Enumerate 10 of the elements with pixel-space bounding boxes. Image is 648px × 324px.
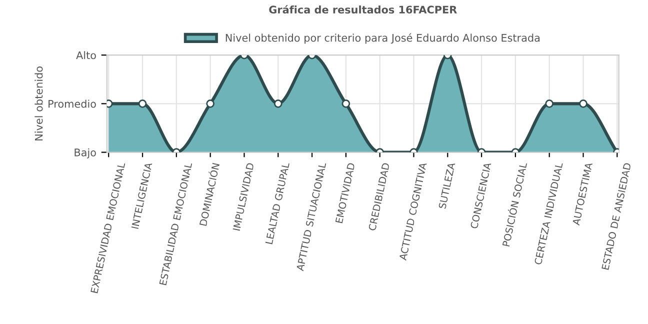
chart-title: Gráfica de resultados 16FACPER — [269, 5, 457, 14]
category-label: Bajo — [74, 148, 96, 158]
category-label: Alto — [76, 51, 96, 60]
x-tick-label: POSICIÓN SOCIAL — [500, 162, 528, 247]
category-label: Promedio — [48, 100, 96, 108]
x-tick-label: SUTILEZA — [438, 162, 456, 209]
y-axis-title: Nivel obtenido — [34, 66, 43, 140]
legend-label: Nivel obtenido por criterio para José Eduardo Alonso Estrada — [226, 33, 540, 44]
x-tick-label: LEALTAD GRUPAL — [265, 162, 290, 244]
x-tick-label: ESTADO DE ANSIEDAD — [602, 162, 632, 270]
